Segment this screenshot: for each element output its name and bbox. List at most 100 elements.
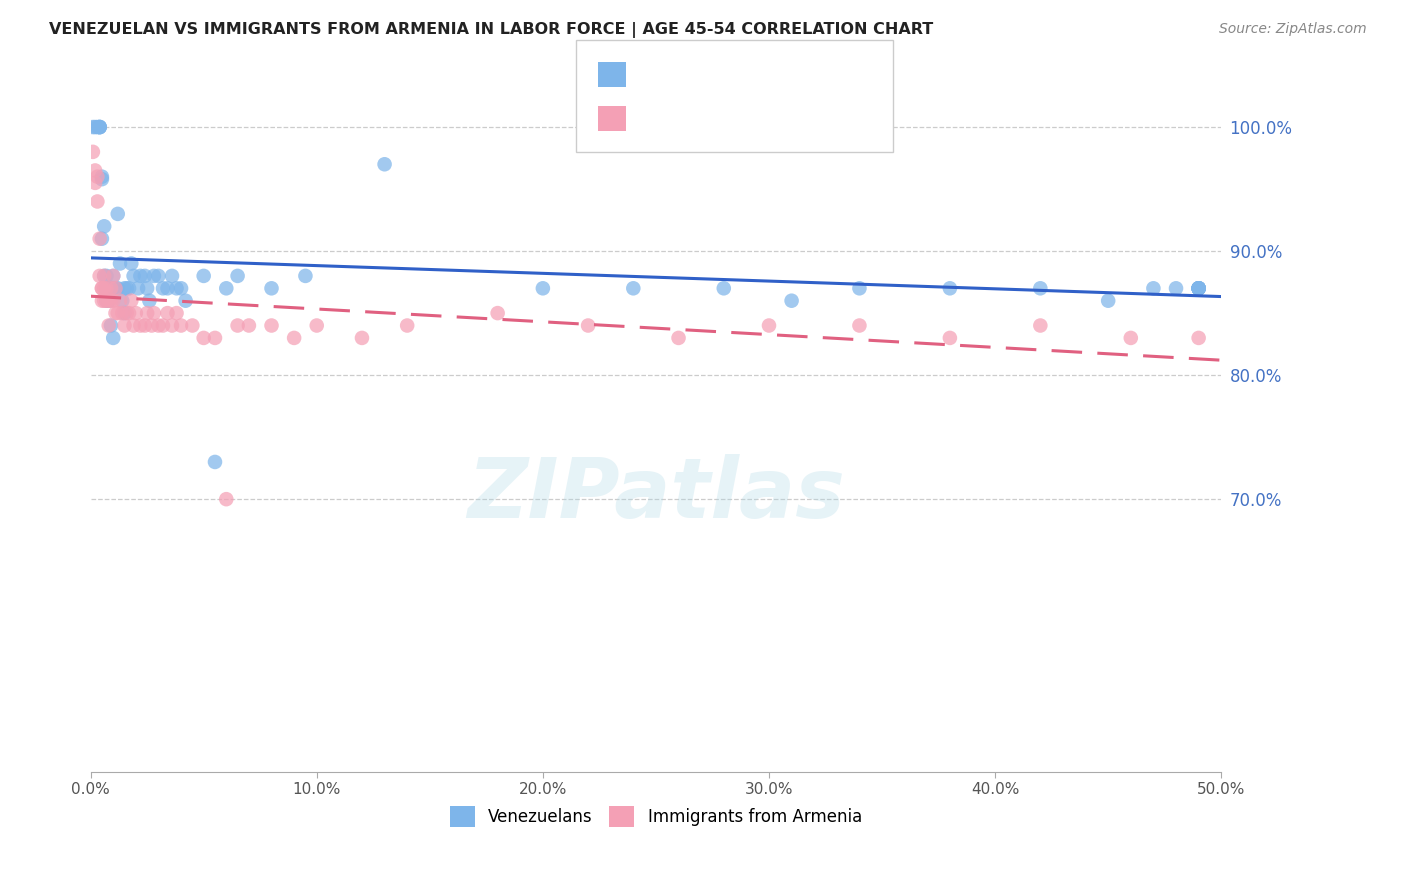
Point: [97, 281, 120, 295]
Point: [103, 281, 125, 295]
Point: [294, 268, 316, 283]
Point: [107, 306, 129, 320]
Point: [96, 268, 118, 283]
Point: [118, 281, 141, 295]
Point: [142, 306, 165, 320]
Point: [1188, 281, 1211, 295]
Point: [97, 318, 120, 333]
Point: [170, 318, 193, 333]
Point: [100, 293, 122, 308]
Point: [215, 492, 238, 507]
Point: [86, 120, 108, 134]
Point: [107, 281, 129, 295]
Point: [100, 281, 122, 295]
Point: [305, 318, 328, 333]
Point: [848, 281, 870, 295]
Point: [226, 318, 249, 333]
Point: [758, 318, 780, 333]
Point: [713, 281, 735, 295]
Text: 71: 71: [779, 62, 801, 80]
Point: [96, 281, 118, 295]
Point: [93, 293, 115, 308]
Point: [204, 331, 226, 345]
Point: [142, 268, 165, 283]
Point: [86, 194, 108, 209]
Point: [97, 293, 120, 308]
Point: [181, 318, 204, 333]
Point: [174, 293, 197, 308]
Point: [86, 169, 108, 184]
Point: [89, 232, 111, 246]
Text: ZIPatlas: ZIPatlas: [467, 454, 845, 534]
Point: [90, 172, 112, 186]
Point: [170, 281, 193, 295]
Point: [1188, 331, 1211, 345]
Point: [96, 281, 118, 295]
Point: [166, 306, 188, 320]
Point: [939, 281, 962, 295]
Point: [96, 293, 118, 308]
Point: [108, 293, 131, 308]
Point: [152, 318, 174, 333]
Point: [160, 268, 183, 283]
Point: [127, 281, 149, 295]
Point: [89, 120, 111, 134]
Point: [103, 331, 125, 345]
Text: N =: N =: [737, 62, 768, 80]
Point: [120, 256, 142, 270]
Point: [103, 293, 125, 308]
Point: [129, 268, 152, 283]
Text: 63: 63: [779, 109, 801, 127]
Text: N =: N =: [737, 109, 768, 127]
Point: [114, 306, 136, 320]
Point: [1142, 281, 1164, 295]
Point: [96, 293, 118, 308]
Point: [104, 281, 127, 295]
Point: [125, 306, 148, 320]
Point: [193, 268, 215, 283]
Point: [90, 232, 112, 246]
Point: [1188, 281, 1211, 295]
Point: [100, 318, 122, 333]
Point: [1029, 281, 1052, 295]
Point: [576, 318, 599, 333]
Point: [1119, 331, 1142, 345]
Point: [1164, 281, 1187, 295]
Point: [141, 318, 163, 333]
Text: -0.047: -0.047: [673, 109, 733, 127]
Point: [283, 331, 305, 345]
Point: [1188, 281, 1211, 295]
Point: [107, 207, 129, 221]
Point: [89, 120, 111, 134]
Point: [84, 163, 107, 178]
Point: [111, 306, 134, 320]
Point: [136, 281, 159, 295]
Point: [118, 306, 141, 320]
Point: [115, 281, 138, 295]
Point: [120, 293, 142, 308]
Point: [103, 268, 125, 283]
Point: [193, 331, 215, 345]
Point: [89, 120, 111, 134]
Text: R =: R =: [631, 62, 662, 80]
Point: [90, 169, 112, 184]
Point: [260, 318, 283, 333]
Point: [97, 293, 120, 308]
Point: [780, 293, 803, 308]
Point: [166, 281, 188, 295]
Point: [848, 318, 870, 333]
Text: Source: ZipAtlas.com: Source: ZipAtlas.com: [1219, 22, 1367, 37]
Point: [138, 293, 160, 308]
Point: [156, 306, 179, 320]
Point: [114, 318, 136, 333]
Point: [156, 281, 179, 295]
Point: [89, 268, 111, 283]
Point: [129, 318, 152, 333]
Point: [260, 281, 283, 295]
Text: VENEZUELAN VS IMMIGRANTS FROM ARMENIA IN LABOR FORCE | AGE 45-54 CORRELATION CHA: VENEZUELAN VS IMMIGRANTS FROM ARMENIA IN…: [49, 22, 934, 38]
Point: [160, 318, 183, 333]
Point: [215, 281, 238, 295]
Point: [93, 281, 115, 295]
Point: [93, 268, 115, 283]
Point: [103, 268, 125, 283]
